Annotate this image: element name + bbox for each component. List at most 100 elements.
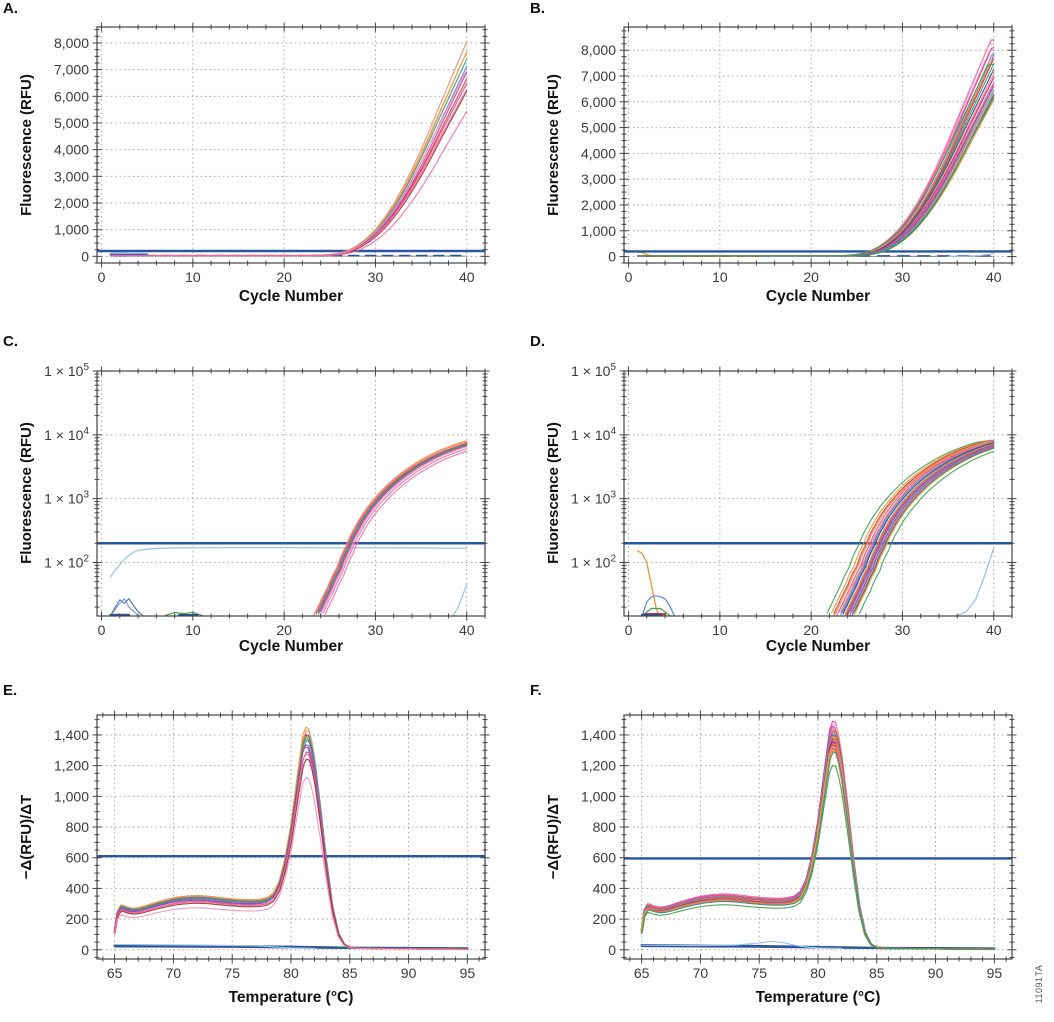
panel-b: B. Fluorescence (RFU) 0 10 20 30 40 0 1,000 2,0… [527, 0, 1054, 333]
svg-text:4,000: 4,000 [54, 142, 89, 158]
svg-text:30: 30 [895, 269, 911, 285]
svg-text:0: 0 [625, 269, 633, 285]
svg-text:20: 20 [276, 622, 292, 638]
svg-text:80: 80 [283, 965, 299, 981]
plot-a: 0 10 20 30 40 0 1,000 2,000 3,000 4,000 5,000 6,000… [54, 22, 490, 285]
svg-text:400: 400 [66, 880, 90, 896]
svg-text:75: 75 [224, 965, 240, 981]
panel-d: D. Fluorescence (RFU) 0 10 20 30 40 1 × 102 1 … [527, 333, 1054, 682]
svg-text:0: 0 [81, 248, 89, 264]
x-axis-title-e: Temperature (°C) [228, 989, 354, 1006]
svg-text:40: 40 [459, 622, 475, 638]
svg-text:0: 0 [608, 942, 616, 958]
svg-text:1 × 102: 1 × 102 [44, 553, 89, 570]
svg-text:600: 600 [593, 850, 617, 866]
plot-c: 0 10 20 30 40 1 × 102 1 × 103 1 × 104 1 × 105 [44, 362, 490, 638]
svg-text:40: 40 [986, 622, 1002, 638]
svg-text:1 × 103: 1 × 103 [44, 490, 89, 507]
svg-text:30: 30 [368, 622, 384, 638]
svg-text:1 × 104: 1 × 104 [44, 426, 89, 443]
svg-text:800: 800 [593, 819, 617, 835]
panel-letter-b: B. [530, 0, 545, 17]
svg-text:40: 40 [986, 269, 1002, 285]
panel-letter-e: E. [3, 682, 18, 699]
svg-text:1,400: 1,400 [54, 727, 89, 743]
svg-text:4,000: 4,000 [581, 145, 616, 161]
svg-text:1,000: 1,000 [54, 222, 89, 238]
svg-text:20: 20 [276, 269, 292, 285]
x-axis-title-c: Cycle Number [238, 638, 344, 655]
panel-letter-d: D. [530, 333, 545, 350]
figure-part-number: 11091TA [1034, 964, 1044, 1004]
svg-text:70: 70 [166, 965, 182, 981]
svg-text:3,000: 3,000 [54, 168, 89, 184]
plot-b: 0 10 20 30 40 0 1,000 2,000 3,000 4,000 5,000 6,000… [581, 22, 1017, 285]
svg-text:7,000: 7,000 [581, 68, 616, 84]
svg-text:20: 20 [803, 622, 819, 638]
svg-text:20: 20 [803, 269, 819, 285]
svg-text:8,000: 8,000 [54, 35, 89, 51]
plot-f: 65 70 75 80 85 90 95 0 200 400 600 800 1,000 1,200 1,4… [581, 710, 1017, 981]
svg-text:80: 80 [810, 965, 826, 981]
svg-text:1,200: 1,200 [581, 758, 616, 774]
svg-text:0: 0 [608, 249, 616, 265]
svg-text:40: 40 [459, 269, 475, 285]
svg-text:2,000: 2,000 [54, 195, 89, 211]
svg-text:95: 95 [460, 965, 476, 981]
svg-text:3,000: 3,000 [581, 171, 616, 187]
svg-text:2,000: 2,000 [581, 197, 616, 213]
svg-text:0: 0 [98, 269, 106, 285]
panel-letter-f: F. [530, 682, 542, 699]
svg-text:6,000: 6,000 [54, 88, 89, 104]
svg-text:600: 600 [66, 850, 90, 866]
svg-text:200: 200 [66, 911, 90, 927]
svg-text:1 × 105: 1 × 105 [571, 362, 616, 379]
svg-text:1,000: 1,000 [581, 223, 616, 239]
svg-text:30: 30 [895, 622, 911, 638]
svg-text:5,000: 5,000 [54, 115, 89, 131]
svg-text:400: 400 [593, 880, 617, 896]
plot-e: 65 70 75 80 85 90 95 0 200 400 600 800 1,000 1,200 1,4… [54, 710, 490, 981]
svg-text:10: 10 [185, 622, 201, 638]
svg-text:1,000: 1,000 [54, 788, 89, 804]
svg-text:30: 30 [368, 269, 384, 285]
svg-text:1 × 105: 1 × 105 [44, 362, 89, 379]
svg-text:85: 85 [869, 965, 885, 981]
svg-text:0: 0 [98, 622, 106, 638]
svg-text:65: 65 [107, 965, 123, 981]
svg-text:8,000: 8,000 [581, 42, 616, 58]
svg-text:1 × 102: 1 × 102 [571, 553, 616, 570]
svg-text:6,000: 6,000 [581, 94, 616, 110]
svg-text:1,200: 1,200 [54, 758, 89, 774]
x-axis-title-f: Temperature (°C) [755, 989, 881, 1006]
svg-text:85: 85 [342, 965, 358, 981]
svg-text:7,000: 7,000 [54, 62, 89, 78]
svg-text:1,000: 1,000 [581, 788, 616, 804]
x-axis-title-b: Cycle Number [765, 288, 871, 305]
svg-text:200: 200 [593, 911, 617, 927]
panel-c: C. Fluorescence (RFU) 0 10 20 30 40 1 × 102 1 … [0, 333, 527, 682]
x-axis-title-d: Cycle Number [765, 638, 871, 655]
svg-text:800: 800 [66, 819, 90, 835]
svg-text:10: 10 [185, 269, 201, 285]
x-axis-title-a: Cycle Number [238, 288, 344, 305]
panel-a: A. Fluorescence (RFU) 0 10 20 30 40 0 1,000 2,0… [0, 0, 527, 333]
svg-text:75: 75 [751, 965, 767, 981]
svg-text:95: 95 [987, 965, 1003, 981]
svg-text:90: 90 [928, 965, 944, 981]
svg-text:0: 0 [625, 622, 633, 638]
svg-text:1 × 103: 1 × 103 [571, 490, 616, 507]
panel-e: E. −Δ(RFU)/ΔT 65 70 75 80 85 90 95 0 200 400 600 80… [0, 682, 527, 1022]
panel-f: F. −Δ(RFU)/ΔT 65 70 75 80 85 90 95 0 200 400 600 80… [527, 682, 1054, 1022]
panel-letter-c: C. [3, 333, 18, 350]
svg-text:10: 10 [712, 269, 728, 285]
svg-text:65: 65 [634, 965, 650, 981]
plot-d: 0 10 20 30 40 1 × 102 1 × 103 1 × 104 1 × 105 [571, 362, 1017, 638]
svg-text:70: 70 [693, 965, 709, 981]
panel-letter-a: A. [3, 0, 18, 17]
svg-text:5,000: 5,000 [581, 120, 616, 136]
svg-text:1,400: 1,400 [581, 727, 616, 743]
svg-text:1 × 104: 1 × 104 [571, 426, 616, 443]
svg-text:0: 0 [81, 942, 89, 958]
